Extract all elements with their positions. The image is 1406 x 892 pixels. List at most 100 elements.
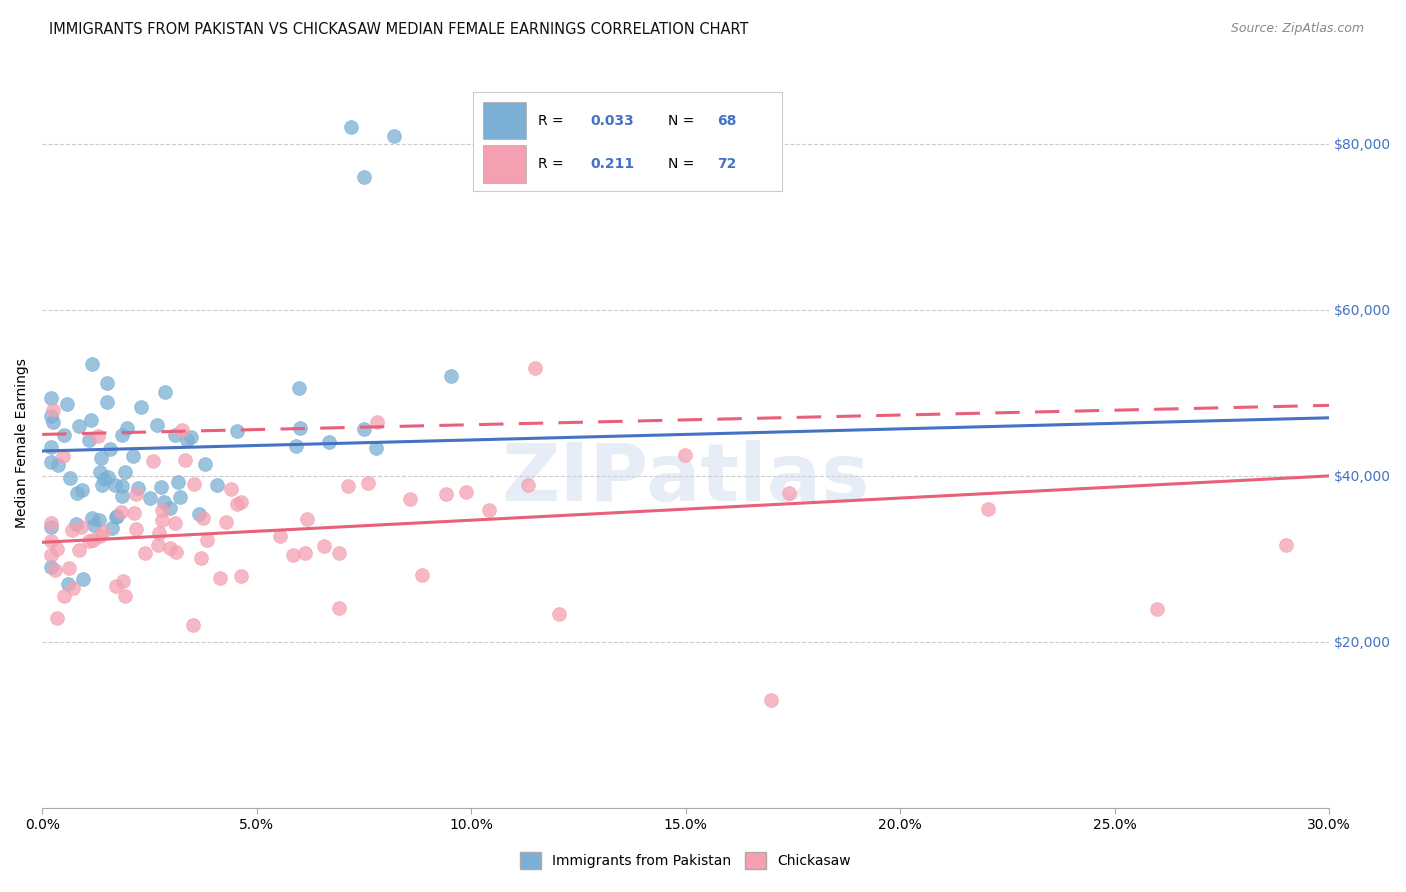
Point <box>337 479 360 493</box>
Point <box>399 491 422 506</box>
Point <box>96 376 118 390</box>
Point <box>39 440 62 454</box>
Point <box>101 521 124 535</box>
Point <box>411 568 433 582</box>
Point <box>382 128 405 143</box>
Point <box>55 397 77 411</box>
Point <box>89 529 111 543</box>
Point <box>45 542 67 557</box>
Point <box>188 508 211 522</box>
Point <box>129 401 152 415</box>
Point <box>269 529 291 543</box>
Point <box>1275 538 1298 552</box>
Point <box>294 546 316 560</box>
Point <box>79 533 101 548</box>
Point <box>58 561 80 575</box>
Point <box>229 568 252 582</box>
Point <box>165 545 187 559</box>
Point <box>195 533 218 548</box>
Point <box>226 424 249 438</box>
Point <box>52 589 75 603</box>
Point <box>478 503 501 517</box>
Point <box>139 491 162 505</box>
Point <box>193 457 215 471</box>
Text: ZIPatlas: ZIPatlas <box>502 441 870 518</box>
Point <box>125 486 148 500</box>
Point <box>111 489 134 503</box>
Point <box>288 381 311 395</box>
Point <box>89 513 111 527</box>
Point <box>295 512 318 526</box>
Point <box>93 472 115 486</box>
Point <box>82 357 104 371</box>
Point <box>524 361 547 376</box>
Point <box>97 469 120 483</box>
Point <box>124 523 146 537</box>
Point <box>39 409 62 424</box>
Point <box>163 428 186 442</box>
Point <box>90 478 112 492</box>
Point <box>122 507 145 521</box>
Point <box>105 509 128 524</box>
Point <box>190 550 212 565</box>
Point <box>205 478 228 492</box>
Point <box>181 618 204 632</box>
Point <box>60 523 83 537</box>
Point <box>283 548 305 562</box>
Point <box>328 600 350 615</box>
Point <box>148 525 170 540</box>
Point <box>105 508 128 523</box>
Point <box>285 439 308 453</box>
Point <box>39 520 62 534</box>
Point <box>340 120 363 135</box>
Point <box>66 485 89 500</box>
Point <box>159 541 181 555</box>
Y-axis label: Median Female Earnings: Median Female Earnings <box>15 358 30 528</box>
Point <box>52 428 75 442</box>
Point <box>89 466 111 480</box>
Point <box>172 423 194 437</box>
Point <box>673 448 696 462</box>
Point <box>44 563 66 577</box>
Point <box>103 477 125 491</box>
Point <box>173 453 195 467</box>
Point <box>150 513 173 527</box>
Point <box>70 519 93 533</box>
Point <box>229 494 252 508</box>
Point <box>39 516 62 531</box>
Point <box>364 442 387 456</box>
Point <box>39 534 62 549</box>
Point <box>366 415 388 429</box>
Point <box>80 511 103 525</box>
Point <box>77 434 100 448</box>
Point <box>39 560 62 574</box>
Point <box>353 422 375 436</box>
Point <box>82 533 104 548</box>
Point <box>39 391 62 405</box>
Point <box>62 581 84 595</box>
Point <box>87 428 110 442</box>
Point <box>353 169 375 184</box>
Point <box>150 502 173 516</box>
Point <box>288 421 311 435</box>
Point <box>56 577 79 591</box>
Point <box>440 369 463 384</box>
Text: Source: ZipAtlas.com: Source: ZipAtlas.com <box>1230 22 1364 36</box>
Point <box>357 476 380 491</box>
Point <box>328 546 350 560</box>
Point <box>159 501 181 516</box>
Point <box>127 481 149 495</box>
Point <box>314 539 336 553</box>
Point <box>39 454 62 468</box>
Point <box>221 482 243 496</box>
Point <box>976 501 998 516</box>
Point <box>193 511 215 525</box>
Point <box>122 449 145 463</box>
Point <box>98 442 121 457</box>
Point <box>117 421 139 435</box>
Point <box>176 434 198 448</box>
Point <box>153 495 176 509</box>
Text: IMMIGRANTS FROM PAKISTAN VS CHICKASAW MEDIAN FEMALE EARNINGS CORRELATION CHART: IMMIGRANTS FROM PAKISTAN VS CHICKASAW ME… <box>49 22 749 37</box>
Point <box>110 479 132 493</box>
Point <box>548 607 571 622</box>
